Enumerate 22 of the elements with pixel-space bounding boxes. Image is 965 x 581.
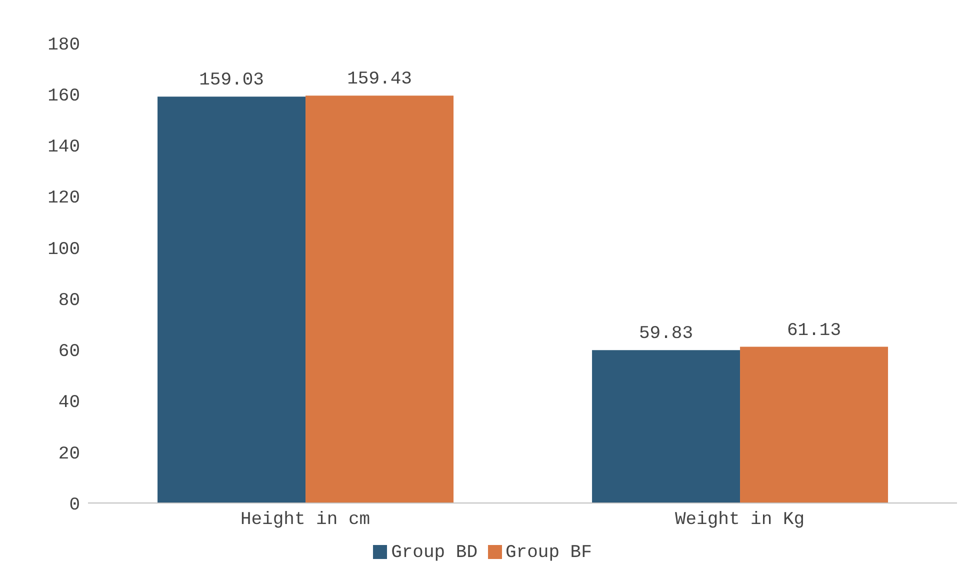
y-tick-label: 40	[58, 393, 80, 414]
bar	[740, 346, 888, 503]
y-tick-label: 0	[69, 495, 80, 516]
bar	[158, 96, 306, 503]
y-tick-label: 140	[48, 138, 80, 158]
data-label: 61.13	[787, 320, 842, 341]
y-tick-label: 160	[48, 86, 80, 106]
bar	[592, 350, 740, 503]
x-tick-label: Height in cm	[240, 510, 370, 530]
legend-label: Group BF	[506, 543, 592, 563]
bar	[306, 96, 454, 503]
data-label: 159.43	[347, 70, 412, 90]
y-tick-label: 80	[58, 290, 80, 311]
y-tick-label: 60	[58, 342, 80, 362]
legend-label: Group BD	[391, 543, 478, 563]
data-label: 159.03	[199, 70, 264, 91]
y-tick-label: 180	[48, 35, 80, 56]
x-tick-label: Weight in Kg	[674, 510, 805, 530]
data-label: 59.83	[639, 324, 694, 344]
y-tick-label: 120	[48, 188, 80, 209]
y-tick-label: 100	[48, 240, 80, 260]
y-tick-label: 20	[58, 444, 80, 464]
